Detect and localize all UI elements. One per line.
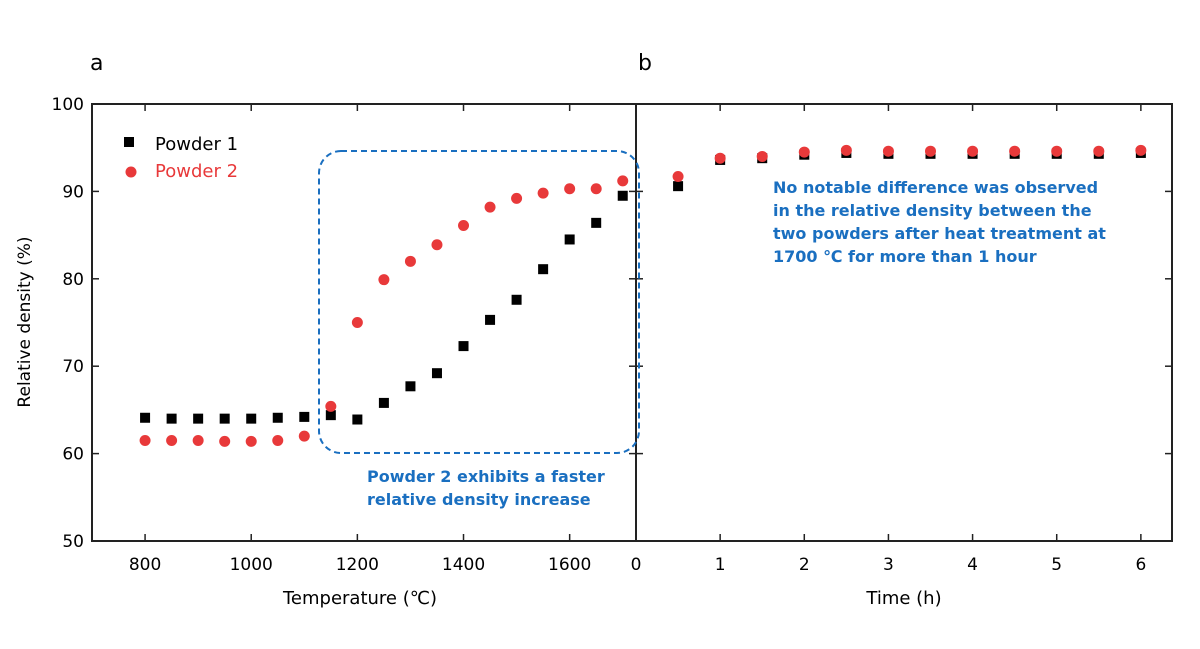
x-tick-label: 2 (799, 555, 810, 575)
data-point-powder-2 (1051, 145, 1063, 157)
data-point-powder-2 (245, 435, 257, 447)
legend-marker-powder-2 (125, 166, 137, 178)
data-point-powder-1 (458, 341, 469, 352)
y-tick-label: 60 (62, 445, 84, 465)
x-tick-label: 3 (883, 555, 894, 575)
data-point-powder-2 (882, 145, 894, 157)
x-tick-label: 1200 (336, 555, 379, 575)
annotation-a-line: Powder 2 exhibits a faster (367, 467, 605, 486)
data-point-powder-1 (193, 413, 204, 424)
y-tick-label: 80 (62, 270, 84, 290)
y-axis-label: Relative density (%) (15, 236, 35, 407)
data-point-powder-1 (591, 217, 602, 228)
data-point-powder-1 (405, 381, 416, 392)
data-point-powder-2 (166, 434, 178, 446)
annotation-a-line: relative density increase (367, 490, 591, 509)
data-point-powder-1 (378, 397, 389, 408)
data-point-powder-1 (485, 314, 496, 325)
data-point-powder-2 (139, 434, 151, 446)
data-point-powder-2 (378, 274, 390, 286)
data-point-powder-2 (617, 175, 629, 187)
data-point-powder-2 (925, 145, 937, 157)
data-point-powder-2 (404, 255, 416, 267)
annotation-b: No notable difference was observed in th… (773, 178, 1106, 266)
annotation-b-line: two powders after heat treatment at (773, 224, 1106, 243)
data-point-powder-1 (564, 234, 575, 245)
annotation-a: Powder 2 exhibits a faster relative dens… (367, 467, 605, 509)
data-point-powder-2 (672, 171, 684, 183)
data-point-powder-2 (714, 152, 726, 164)
legend-label-powder-1: Powder 1 (155, 134, 238, 155)
panel-label-a: a (90, 51, 103, 76)
data-point-powder-2 (484, 201, 496, 213)
data-point-powder-2 (219, 435, 231, 447)
legend-label-powder-2: Powder 2 (155, 161, 238, 182)
data-point-powder-1 (511, 294, 522, 305)
x-tick-label: 0 (631, 555, 642, 575)
data-point-powder-1 (673, 181, 684, 192)
legend: Powder 1 Powder 2 (124, 134, 238, 182)
x-tick-label: 800 (129, 555, 161, 575)
x-tick-label: 1000 (230, 555, 273, 575)
y-tick-label: 90 (62, 182, 84, 202)
data-point-powder-2 (1093, 145, 1105, 157)
x-axis-label-b: Time (h) (865, 588, 941, 609)
data-point-powder-2 (798, 146, 810, 158)
data-point-powder-2 (537, 187, 549, 199)
data-point-powder-2 (192, 434, 204, 446)
data-point-powder-2 (756, 150, 768, 162)
highlight-box (318, 150, 640, 454)
data-point-powder-2 (564, 183, 576, 195)
panel-label-b: b (638, 51, 652, 76)
data-point-powder-1 (166, 413, 177, 424)
x-tick-label: 4 (967, 555, 978, 575)
annotation-b-line: No notable difference was observed (773, 178, 1098, 197)
data-point-powder-1 (352, 414, 363, 425)
x-axis-label-a: Temperature (℃) (282, 588, 437, 609)
data-point-powder-1 (431, 368, 442, 379)
data-point-powder-2 (458, 219, 470, 231)
data-point-powder-1 (617, 190, 628, 201)
y-tick-label: 70 (62, 357, 84, 377)
data-point-powder-2 (967, 145, 979, 157)
data-point-powder-1 (325, 410, 336, 421)
data-point-powder-1 (299, 411, 310, 422)
data-point-powder-2 (840, 144, 852, 156)
legend-marker-powder-1 (124, 137, 134, 147)
data-point-powder-1 (140, 412, 151, 423)
data-point-powder-2 (511, 192, 523, 204)
data-point-powder-2 (1135, 144, 1147, 156)
x-tick-label: 5 (1051, 555, 1062, 575)
data-point-powder-2 (431, 239, 443, 251)
y-tick-label: 50 (62, 532, 84, 552)
annotation-b-line: 1700 ℃ for more than 1 hour (773, 247, 1037, 266)
plot-frame-b (635, 103, 1173, 542)
data-point-powder-1 (272, 412, 283, 423)
x-tick-label: 1400 (442, 555, 485, 575)
x-tick-label: 1 (715, 555, 726, 575)
y-tick-label: 100 (52, 95, 84, 115)
data-point-powder-2 (298, 430, 310, 442)
data-point-powder-1 (538, 264, 549, 275)
data-point-powder-2 (1009, 145, 1021, 157)
annotation-b-line: in the relative density between the (773, 201, 1092, 220)
data-point-powder-1 (246, 413, 257, 424)
data-point-powder-2 (351, 317, 363, 328)
data-point-powder-2 (590, 183, 602, 195)
data-point-powder-2 (272, 434, 284, 446)
x-tick-label: 1600 (548, 555, 591, 575)
data-point-powder-2 (325, 400, 337, 412)
x-tick-label: 6 (1135, 555, 1146, 575)
data-point-powder-1 (219, 413, 230, 424)
